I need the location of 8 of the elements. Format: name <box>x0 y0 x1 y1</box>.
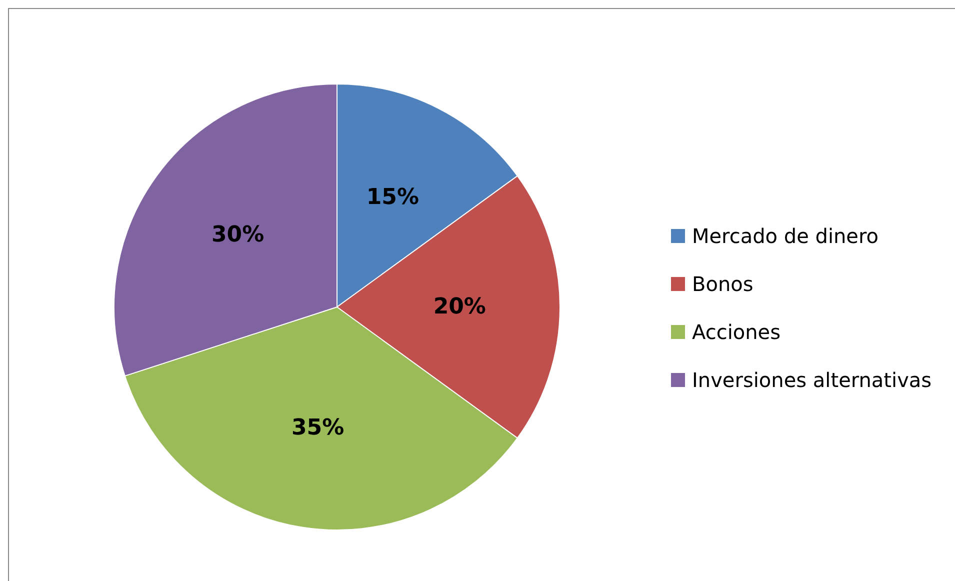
data-label: 20% <box>433 294 486 320</box>
data-label: 15% <box>366 185 420 210</box>
legend-label: Mercado de dinero <box>692 224 878 248</box>
data-label: 35% <box>291 416 344 441</box>
legend-label: Acciones <box>692 320 781 344</box>
legend-label: Bonos <box>692 272 754 296</box>
legend-label: Inversiones alternativas <box>692 368 932 392</box>
data-label: 30% <box>211 222 264 248</box>
